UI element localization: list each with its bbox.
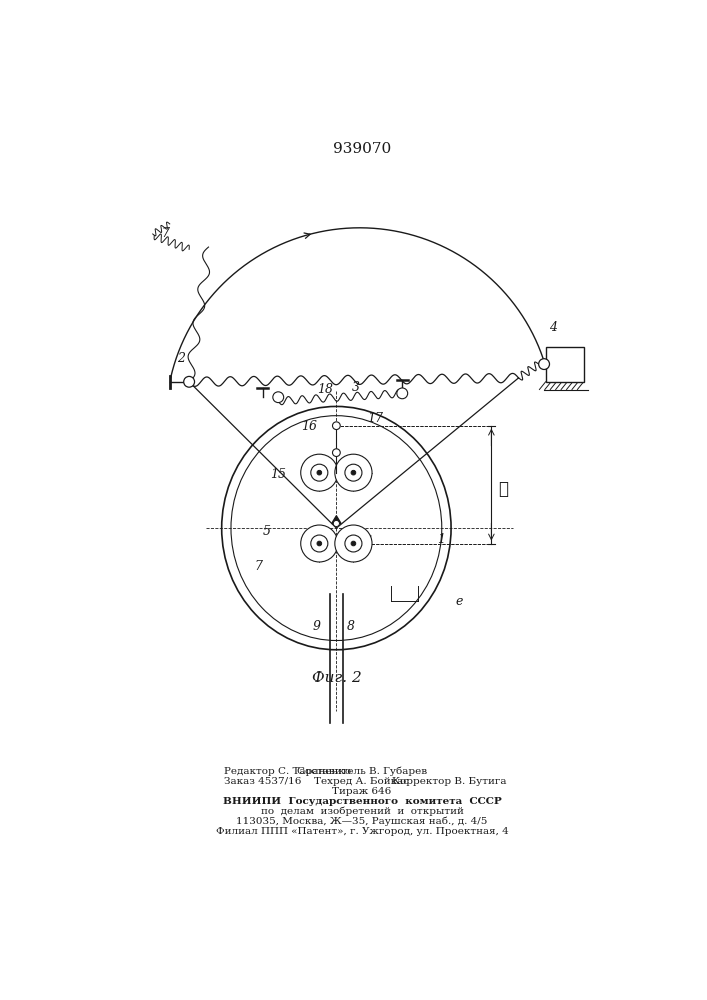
Circle shape xyxy=(351,470,356,475)
Text: ВНИИПИ  Государственного  комитета  СССР: ВНИИПИ Государственного комитета СССР xyxy=(223,797,501,806)
Bar xyxy=(546,347,585,382)
Text: ℓ: ℓ xyxy=(498,481,508,498)
Text: e: e xyxy=(455,595,462,608)
Text: 17: 17 xyxy=(367,412,383,425)
Text: 4: 4 xyxy=(549,321,557,334)
Circle shape xyxy=(351,541,356,546)
Circle shape xyxy=(332,422,340,430)
Circle shape xyxy=(300,525,338,562)
Text: Фиг. 2: Фиг. 2 xyxy=(312,671,361,685)
Text: 7: 7 xyxy=(162,227,170,240)
Text: 5: 5 xyxy=(262,525,271,538)
Text: 7: 7 xyxy=(255,560,263,573)
Polygon shape xyxy=(332,516,341,523)
Text: 15: 15 xyxy=(270,468,286,481)
Circle shape xyxy=(333,520,339,527)
Text: Техред А. Бойкас: Техред А. Бойкас xyxy=(315,777,409,786)
Text: 2: 2 xyxy=(177,352,185,365)
Circle shape xyxy=(184,376,194,387)
Text: 18: 18 xyxy=(317,383,333,396)
Text: 939070: 939070 xyxy=(333,142,391,156)
Text: 113035, Москва, Ж—35, Раушская наб., д. 4/5: 113035, Москва, Ж—35, Раушская наб., д. … xyxy=(236,817,488,826)
Text: 9: 9 xyxy=(313,620,321,633)
Text: 8: 8 xyxy=(346,620,354,633)
Circle shape xyxy=(335,525,372,562)
Text: 6: 6 xyxy=(363,535,371,548)
Text: 3: 3 xyxy=(352,381,360,394)
Text: 1: 1 xyxy=(437,533,445,546)
Circle shape xyxy=(317,541,322,546)
Circle shape xyxy=(311,535,328,552)
Circle shape xyxy=(273,392,284,403)
Circle shape xyxy=(345,464,362,481)
Text: Тираж 646: Тираж 646 xyxy=(332,787,392,796)
Circle shape xyxy=(397,388,408,399)
Text: Составитель В. Губарев: Составитель В. Губарев xyxy=(297,767,427,776)
Text: Редактор С. Тараненко: Редактор С. Тараненко xyxy=(224,767,351,776)
Circle shape xyxy=(539,359,549,369)
Circle shape xyxy=(300,454,338,491)
Text: Филиал ППП «Патент», г. Ужгород, ул. Проектная, 4: Филиал ППП «Патент», г. Ужгород, ул. Про… xyxy=(216,827,508,836)
Text: 16: 16 xyxy=(301,420,317,433)
Circle shape xyxy=(311,464,328,481)
Circle shape xyxy=(332,449,340,456)
Text: Корректор В. Бутига: Корректор В. Бутига xyxy=(392,777,507,786)
Text: Заказ 4537/16: Заказ 4537/16 xyxy=(224,777,301,786)
Circle shape xyxy=(335,454,372,491)
Circle shape xyxy=(317,470,322,475)
Text: по  делам  изобретений  и  открытий: по делам изобретений и открытий xyxy=(260,807,463,816)
Circle shape xyxy=(345,535,362,552)
